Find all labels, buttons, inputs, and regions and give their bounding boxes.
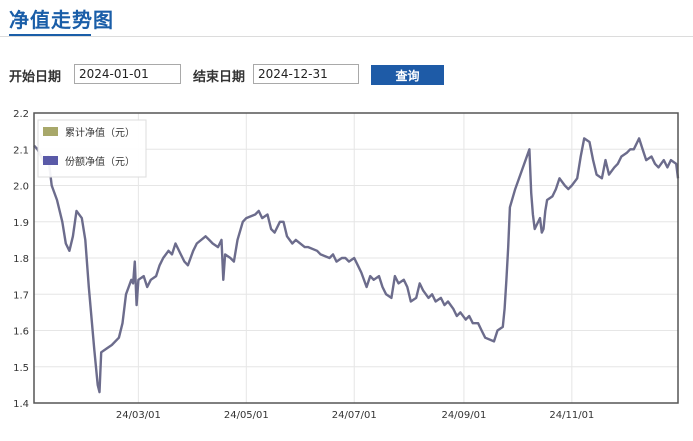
- title-divider: [0, 36, 693, 37]
- end-date-label: 结束日期: [193, 70, 246, 85]
- x-tick-label: 24/11/01: [549, 410, 594, 421]
- y-tick-label: 1.6: [13, 327, 29, 338]
- y-tick-label: 2.2: [13, 109, 29, 120]
- series-line-unit-nav: [33, 137, 680, 394]
- query-button[interactable]: 查询: [371, 65, 444, 85]
- legend-swatch-cumulative-nav: [43, 127, 58, 136]
- tick-layer: 1.4 1.5 1.6 1.7 1.8 1.9 2.0 2.1 2.2 24/03/01 24/05…: [13, 109, 594, 421]
- nav-line-chart: 1.4 1.5 1.6 1.7 1.8 1.9 2.0 2.1 2.2 24/03/01 24/05…: [13, 109, 680, 421]
- chart-legend: 累计净值（元） 份额净值（元）: [37, 119, 147, 178]
- end-date-input[interactable]: [253, 64, 359, 84]
- series-layer: [33, 137, 680, 394]
- legend-swatch-unit-nav: [43, 156, 58, 165]
- page-title: 净值走势图: [9, 8, 114, 32]
- plot-frame: [33, 112, 679, 404]
- x-tick-label: 24/07/01: [332, 410, 377, 421]
- x-tick-label: 24/03/01: [116, 410, 161, 421]
- y-tick-label: 1.7: [13, 290, 29, 301]
- y-tick-label: 1.8: [13, 254, 29, 265]
- x-tick-label: 24/09/01: [441, 410, 486, 421]
- start-date-input[interactable]: [74, 64, 181, 84]
- start-date-label: 开始日期: [9, 70, 62, 85]
- y-tick-label: 1.9: [13, 218, 29, 229]
- legend-label-cumulative-nav: 累计净值（元）: [65, 126, 135, 139]
- title-accent-bar: [9, 34, 91, 37]
- y-tick-label: 2.0: [13, 182, 29, 193]
- y-tick-label: 1.5: [13, 363, 29, 374]
- x-tick-label: 24/05/01: [224, 410, 269, 421]
- y-tick-label: 2.1: [13, 145, 29, 156]
- y-tick-label: 1.4: [13, 399, 29, 410]
- legend-label-unit-nav: 份额净值（元）: [65, 155, 135, 168]
